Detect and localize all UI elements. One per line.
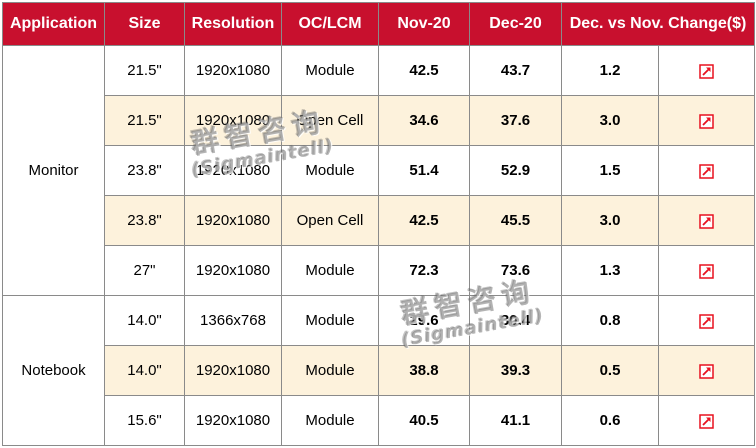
table-row: 21.5" 1920x1080 Open Cell 34.6 37.6 3.0 xyxy=(3,95,756,146)
change-cell: 0.6 xyxy=(561,395,659,446)
application-cell-monitor: Monitor xyxy=(2,45,105,296)
nov-price-cell: 38.8 xyxy=(378,345,470,396)
application-cell-notebook: Notebook xyxy=(2,295,105,446)
resolution-cell: 1920x1080 xyxy=(184,395,282,446)
table-row: 23.8" 1920x1080 Module 51.4 52.9 1.5 xyxy=(3,145,756,196)
table-row: 15.6" 1920x1080 Module 40.5 41.1 0.6 xyxy=(3,395,756,446)
nov-price-cell: 42.5 xyxy=(378,195,470,246)
nov-price-cell: 42.5 xyxy=(378,45,470,96)
resolution-cell: 1920x1080 xyxy=(184,95,282,146)
nov-price-cell: 29.6 xyxy=(378,295,470,346)
nov-price-cell: 34.6 xyxy=(378,95,470,146)
up-arrow-icon xyxy=(699,413,714,429)
table-row: Notebook 14.0" 1366x768 Module 29.6 30.4… xyxy=(2,295,756,446)
up-arrow-icon xyxy=(699,313,714,329)
trend-cell xyxy=(657,145,756,196)
change-cell: 3.0 xyxy=(561,95,659,146)
up-arrow-icon xyxy=(699,163,714,179)
type-cell: Module xyxy=(281,295,379,346)
type-cell: Module xyxy=(281,45,379,96)
change-cell: 1.2 xyxy=(561,45,659,96)
size-cell: 23.8" xyxy=(104,145,185,196)
up-arrow-icon xyxy=(699,263,714,279)
dec-price-cell: 73.6 xyxy=(469,245,562,296)
trend-cell xyxy=(657,345,756,396)
size-cell: 14.0" xyxy=(104,295,185,346)
trend-cell xyxy=(657,395,756,446)
header-size: Size xyxy=(104,2,185,46)
nov-price-cell: 40.5 xyxy=(378,395,470,446)
table-row: 27" 1920x1080 Module 72.3 73.6 1.3 xyxy=(3,245,756,296)
resolution-cell: 1920x1080 xyxy=(184,45,282,96)
resolution-cell: 1920x1080 xyxy=(184,245,282,296)
header-nov-20: Nov-20 xyxy=(378,2,470,46)
type-cell: Open Cell xyxy=(281,195,379,246)
nov-price-cell: 51.4 xyxy=(378,145,470,196)
size-cell: 15.6" xyxy=(104,395,185,446)
dec-price-cell: 43.7 xyxy=(469,45,562,96)
nov-price-cell: 72.3 xyxy=(378,245,470,296)
header-oc-lcm: OC/LCM xyxy=(281,2,379,46)
resolution-cell: 1920x1080 xyxy=(184,195,282,246)
change-cell: 0.5 xyxy=(561,345,659,396)
table-header-row: Application Size Resolution OC/LCM Nov-2… xyxy=(2,2,756,46)
up-arrow-icon xyxy=(699,113,714,129)
up-arrow-icon xyxy=(699,63,714,79)
up-arrow-icon xyxy=(699,363,714,379)
trend-cell xyxy=(657,95,756,146)
dec-price-cell: 37.6 xyxy=(469,95,562,146)
type-cell: Module xyxy=(281,395,379,446)
trend-cell xyxy=(657,195,756,246)
dec-price-cell: 39.3 xyxy=(469,345,562,396)
table-row: 23.8" 1920x1080 Open Cell 42.5 45.5 3.0 xyxy=(3,195,756,246)
trend-cell xyxy=(657,245,756,296)
size-cell: 14.0" xyxy=(104,345,185,396)
up-arrow-icon xyxy=(699,213,714,229)
dec-price-cell: 30.4 xyxy=(469,295,562,346)
type-cell: Module xyxy=(281,345,379,396)
resolution-cell: 1920x1080 xyxy=(184,345,282,396)
change-cell: 0.8 xyxy=(561,295,659,346)
header-application: Application xyxy=(2,2,105,46)
resolution-cell: 1920x1080 xyxy=(184,145,282,196)
size-cell: 21.5" xyxy=(104,45,185,96)
dec-price-cell: 45.5 xyxy=(469,195,562,246)
size-cell: 23.8" xyxy=(104,195,185,246)
table-row: Monitor 21.5" 1920x1080 Module 42.5 43.7… xyxy=(2,45,756,296)
change-cell: 1.3 xyxy=(561,245,659,296)
trend-cell xyxy=(657,45,756,96)
size-cell: 27" xyxy=(104,245,185,296)
size-cell: 21.5" xyxy=(104,95,185,146)
resolution-cell: 1366x768 xyxy=(184,295,282,346)
table-row: 14.0" 1920x1080 Module 38.8 39.3 0.5 xyxy=(3,345,756,396)
header-resolution: Resolution xyxy=(184,2,282,46)
change-cell: 1.5 xyxy=(561,145,659,196)
type-cell: Module xyxy=(281,245,379,296)
type-cell: Open Cell xyxy=(281,95,379,146)
dec-price-cell: 41.1 xyxy=(469,395,562,446)
change-cell: 3.0 xyxy=(561,195,659,246)
type-cell: Module xyxy=(281,145,379,196)
header-change: Dec. vs Nov. Change($) xyxy=(560,2,756,46)
dec-price-cell: 52.9 xyxy=(469,145,562,196)
header-dec-20: Dec-20 xyxy=(469,2,562,46)
trend-cell xyxy=(657,295,756,346)
